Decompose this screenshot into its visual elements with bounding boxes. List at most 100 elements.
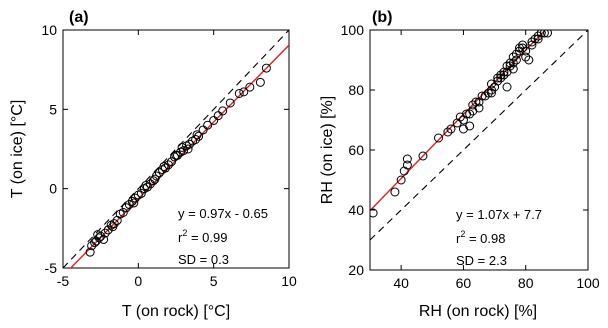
data-point [130, 193, 140, 203]
data-point [160, 163, 170, 173]
panel-a-sd: SD = 0.3 [178, 252, 229, 267]
panel-a-points [85, 63, 271, 257]
y-tick-label: 5 [49, 101, 57, 117]
data-point [443, 127, 453, 137]
panel-a-ticks: -5 0 5 10 -5 0 5 10 [41, 22, 297, 289]
x-tick-label: 0 [134, 273, 142, 289]
data-point [148, 176, 158, 186]
data-point [508, 58, 518, 68]
panel-b-fit-line [370, 30, 547, 212]
data-point [539, 30, 549, 38]
x-tick-label: 100 [576, 275, 600, 291]
data-point [402, 154, 412, 164]
data-point [524, 55, 534, 65]
data-point [396, 175, 406, 185]
data-point [194, 131, 204, 141]
x-tick-label: 60 [456, 275, 472, 291]
panel-b-fit-equation: y = 1.07x + 7.7 [456, 207, 542, 222]
data-point [511, 55, 521, 65]
data-point [465, 121, 475, 131]
panel-b-points [370, 30, 553, 218]
panel-b-r2: r2 = 0.98 [456, 229, 505, 246]
data-point [129, 198, 139, 208]
data-point [245, 82, 255, 92]
data-point [486, 85, 496, 95]
data-point [154, 168, 164, 178]
x-tick-label: 10 [281, 273, 297, 289]
data-point [191, 134, 201, 144]
panel-b-label: (b) [372, 9, 392, 26]
y-tick-label: -5 [45, 260, 58, 276]
data-point [521, 46, 531, 56]
data-point [177, 142, 187, 152]
y-tick-label: 10 [41, 22, 57, 38]
x-tick-label: 80 [518, 275, 534, 291]
data-point [474, 103, 484, 113]
panel-b-xlabel: RH (on rock) [%] [419, 303, 537, 320]
data-point [527, 37, 537, 47]
data-point [530, 34, 540, 44]
data-point [90, 238, 100, 248]
data-point [508, 52, 518, 62]
data-point [171, 150, 181, 160]
data-point [85, 247, 95, 257]
x-tick-label: -5 [57, 273, 70, 289]
data-point [402, 160, 412, 170]
data-point [124, 200, 134, 210]
data-point [434, 133, 444, 143]
data-point [185, 139, 195, 149]
data-point [486, 88, 496, 98]
y-tick-label: 40 [348, 202, 364, 218]
data-point [543, 30, 553, 38]
data-point [142, 182, 152, 192]
y-tick-label: 100 [341, 22, 365, 38]
data-point [505, 61, 515, 71]
data-point [183, 144, 193, 154]
data-point [213, 111, 223, 121]
panel-b-sd: SD = 2.3 [456, 253, 507, 268]
data-point [508, 64, 518, 74]
data-point [103, 225, 113, 235]
data-point [99, 234, 109, 244]
data-point [203, 120, 213, 130]
data-point [390, 187, 400, 197]
data-point [483, 88, 493, 98]
data-point [159, 161, 169, 171]
panel-a-xlabel: T (on rock) [°C] [122, 303, 230, 320]
data-point [136, 188, 146, 198]
panel-a-plot-area [62, 29, 290, 269]
panel-a-fit-equation: y = 0.97x - 0.65 [178, 206, 268, 221]
data-point [93, 230, 103, 240]
data-point [418, 151, 428, 161]
data-point [499, 70, 509, 80]
panel-a-one-to-one-line [63, 30, 289, 268]
panel-a-r2: r2 = 0.99 [178, 228, 227, 245]
data-point [198, 125, 208, 135]
data-point [225, 98, 235, 108]
x-tick-label: 40 [393, 275, 409, 291]
data-point [209, 115, 219, 125]
y-tick-label: 80 [348, 82, 364, 98]
data-point [239, 87, 249, 97]
panel-a-label: (a) [69, 9, 89, 26]
data-point [150, 174, 160, 184]
panel-b-ticks: 40 60 80 100 20 40 60 80 100 [341, 22, 600, 291]
data-point [261, 63, 271, 73]
data-point [518, 43, 528, 53]
panel-a: -5 0 5 10 -5 0 5 10 (a) y = 0.97x - 0.65 r2 = 0… [9, 9, 297, 320]
data-point [127, 196, 137, 206]
data-point [521, 52, 531, 62]
y-tick-label: 60 [348, 142, 364, 158]
data-point [87, 241, 97, 251]
data-point [502, 82, 512, 92]
data-point [192, 130, 202, 140]
data-point [108, 222, 118, 232]
panel-a-ylabel: T (on ice) [°C] [9, 100, 26, 199]
data-point [458, 124, 468, 134]
x-tick-label: 5 [210, 273, 218, 289]
data-point [118, 207, 128, 217]
data-point [145, 179, 155, 189]
data-point [218, 106, 228, 116]
data-point [166, 157, 176, 167]
data-point [370, 208, 378, 218]
